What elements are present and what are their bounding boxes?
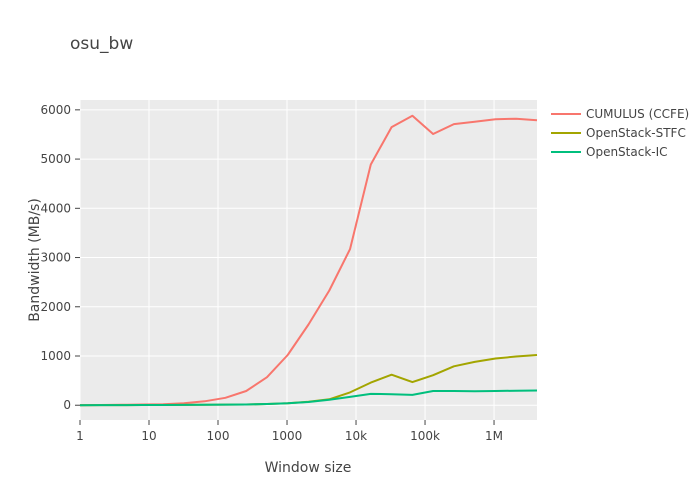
y-tick-label: 5000 — [40, 152, 71, 166]
x-tick-label: 1M — [485, 429, 503, 443]
x-tick-label: 10 — [141, 429, 156, 443]
y-tick-label: 3000 — [40, 251, 71, 265]
y-tick-label: 2000 — [40, 300, 71, 314]
grid — [79, 100, 537, 420]
y-tick-label: 6000 — [40, 103, 71, 117]
y-tick-label: 4000 — [40, 201, 71, 215]
x-tick-label: 10k — [345, 429, 367, 443]
legend: CUMULUS (CCFE) OpenStack-STFC OpenStack-IC — [551, 107, 689, 159]
y-tick-label: 0 — [63, 398, 71, 412]
x-tick-label: 1000 — [272, 429, 303, 443]
x-tick-label: 100k — [410, 429, 440, 443]
legend-label-openstack-stfc: OpenStack-STFC — [586, 126, 686, 140]
chart-title: osu_bw — [70, 34, 134, 54]
y-axis-label: Bandwidth (MB/s) — [27, 198, 43, 322]
x-tick-label: 100 — [207, 429, 230, 443]
legend-label-cumulus-ccfe: CUMULUS (CCFE) — [586, 107, 689, 121]
x-tick-label: 1 — [76, 429, 84, 443]
plot-background — [80, 100, 537, 420]
legend-label-openstack-ic: OpenStack-IC — [586, 145, 668, 159]
x-axis-ticks: 1 10 100 1000 10k 100k 1M — [76, 420, 503, 443]
y-axis-ticks: 0 1000 2000 3000 4000 5000 6000 — [40, 103, 80, 412]
y-tick-label: 1000 — [40, 349, 71, 363]
series-line-openstack-ic — [79, 389, 538, 407]
series-lines — [79, 114, 538, 407]
x-axis-label: Window size — [265, 460, 352, 476]
